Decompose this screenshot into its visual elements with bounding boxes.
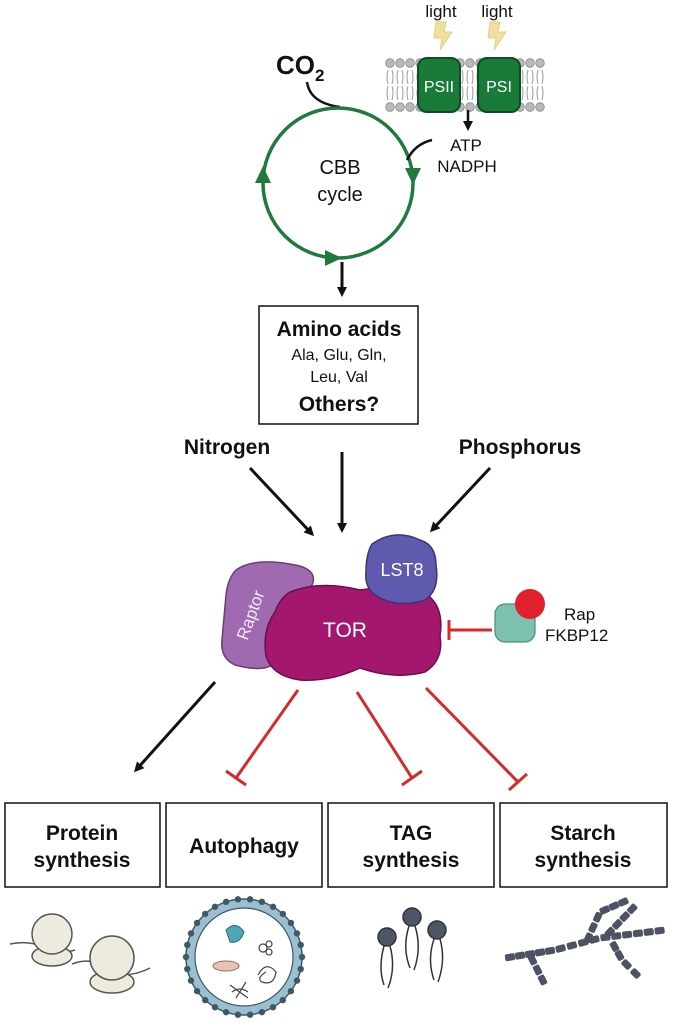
tor-label: TOR: [323, 619, 367, 642]
lst8-label: LST8: [380, 560, 423, 580]
arrow-phosphorus-to-tor: [429, 466, 492, 533]
phosphorus-label: Phosphorus: [459, 436, 582, 459]
nitrogen-label: Nitrogen: [184, 436, 270, 459]
tag-synthesis-line2: synthesis: [363, 849, 460, 872]
inhibit-tor-to-autophagy: [225, 689, 300, 787]
amino-acids-box: [258, 305, 419, 425]
cbb-label-line1: CBB: [319, 157, 360, 179]
autophagosome-icon: [182, 896, 306, 1018]
light-bolt-left-icon: [433, 21, 453, 51]
cbb-label-line2: cycle: [317, 184, 363, 206]
psi-complex: PSI: [477, 57, 521, 113]
starch-synthesis-line2: synthesis: [535, 849, 632, 872]
raptor-protein: [221, 561, 315, 670]
cbb-cycle-ring: [261, 106, 415, 260]
atp-label: ATP: [450, 136, 482, 155]
cbb-arrowhead-right-icon: [405, 168, 421, 185]
autophagy-box: [165, 802, 323, 888]
light-label-right: light: [481, 2, 512, 21]
lst8-protein: [365, 534, 438, 605]
amino-acids-list-line2: Leu, Val: [310, 369, 368, 386]
rap-label: Rap: [564, 605, 595, 624]
co2-entry-line: [305, 81, 341, 109]
nadph-label: NADPH: [437, 157, 497, 176]
protein-synthesis-line2: synthesis: [34, 849, 131, 872]
arrow-tor-to-protein-synthesis: [133, 680, 217, 773]
psii-complex: PSII: [417, 57, 461, 113]
inhibit-tor-to-starch: [424, 686, 528, 792]
fkbp12-label: FKBP12: [545, 626, 608, 645]
light-label-left: light: [425, 2, 456, 21]
light-bolt-right-icon: [487, 21, 507, 51]
ribosome-icon: [9, 913, 151, 994]
protein-synthesis-line1: Protein: [46, 822, 118, 845]
tag-synthesis-box: [327, 802, 495, 888]
starch-synthesis-box: [499, 802, 668, 888]
cbb-arrowhead-left-icon: [255, 166, 271, 183]
inhibit-tor-to-tag: [355, 691, 423, 787]
rapamycin-icon: [515, 589, 545, 619]
inhibit-rap-to-tor: [447, 620, 492, 640]
others-label: Others?: [299, 393, 380, 416]
starch-synthesis-line1: Starch: [550, 822, 615, 845]
cbb-arrowhead-bottom-icon: [325, 250, 342, 266]
amino-acids-list-line1: Ala, Glu, Gln,: [291, 347, 386, 364]
rapamycin-fkbp12-complex: [494, 589, 545, 643]
tag-synthesis-line1: TAG: [390, 822, 433, 845]
co2-label: CO2: [276, 50, 324, 85]
starch-icon: [504, 897, 665, 986]
amino-acids-title: Amino acids: [277, 318, 402, 341]
arrow-nitrogen-to-tor: [248, 466, 315, 537]
protein-synthesis-box: [4, 802, 161, 888]
atp-entry-line: [405, 138, 433, 161]
lipid-icon: [377, 907, 447, 989]
autophagy-line1: Autophagy: [189, 835, 299, 858]
psi-label: PSI: [486, 79, 512, 96]
psii-label: PSII: [424, 79, 454, 96]
